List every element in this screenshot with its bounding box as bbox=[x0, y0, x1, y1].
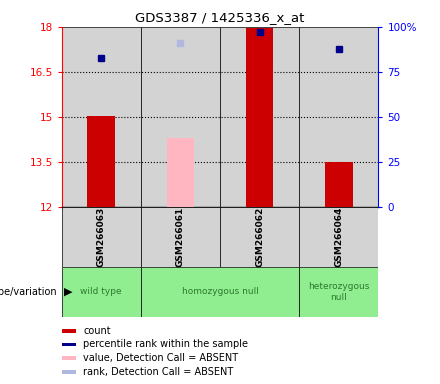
FancyBboxPatch shape bbox=[220, 207, 299, 267]
Bar bbox=[246, 28, 274, 207]
Bar bbox=[62, 371, 76, 374]
Text: count: count bbox=[83, 326, 111, 336]
FancyBboxPatch shape bbox=[62, 207, 141, 267]
Text: GSM266063: GSM266063 bbox=[97, 207, 106, 267]
FancyBboxPatch shape bbox=[141, 267, 299, 317]
Text: percentile rank within the sample: percentile rank within the sample bbox=[83, 339, 248, 349]
Text: GSM266062: GSM266062 bbox=[255, 207, 264, 267]
Bar bbox=[141, 27, 220, 207]
Title: GDS3387 / 1425336_x_at: GDS3387 / 1425336_x_at bbox=[136, 11, 304, 24]
Text: value, Detection Call = ABSENT: value, Detection Call = ABSENT bbox=[83, 353, 238, 363]
Text: GSM266061: GSM266061 bbox=[176, 207, 185, 267]
FancyBboxPatch shape bbox=[299, 207, 378, 267]
Bar bbox=[220, 27, 299, 207]
Text: GSM266064: GSM266064 bbox=[334, 207, 343, 267]
Text: homozygous null: homozygous null bbox=[182, 287, 258, 296]
FancyBboxPatch shape bbox=[141, 207, 220, 267]
FancyBboxPatch shape bbox=[62, 267, 141, 317]
Bar bbox=[166, 138, 194, 207]
Bar bbox=[88, 116, 115, 207]
Bar bbox=[62, 329, 76, 333]
Bar bbox=[299, 27, 378, 207]
Bar bbox=[62, 356, 76, 360]
Bar bbox=[62, 343, 76, 346]
Text: genotype/variation: genotype/variation bbox=[0, 287, 57, 297]
Text: heterozygous
null: heterozygous null bbox=[308, 282, 370, 301]
Bar bbox=[325, 162, 352, 207]
Text: wild type: wild type bbox=[81, 287, 122, 296]
Bar bbox=[62, 27, 141, 207]
Text: ▶: ▶ bbox=[64, 287, 72, 297]
FancyBboxPatch shape bbox=[299, 267, 378, 317]
Text: rank, Detection Call = ABSENT: rank, Detection Call = ABSENT bbox=[83, 367, 234, 377]
